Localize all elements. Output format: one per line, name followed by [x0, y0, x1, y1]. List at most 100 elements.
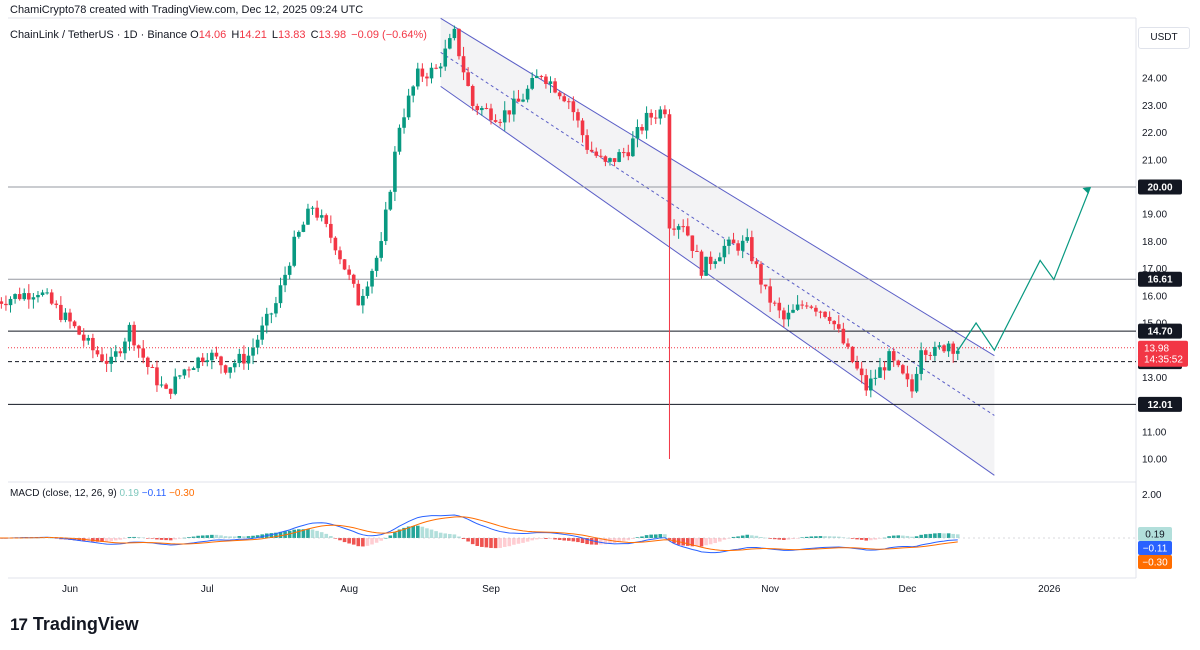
price-tick-label: 23.00: [1142, 101, 1167, 112]
candle-body: [187, 369, 191, 371]
macd-hist-bar: [566, 538, 571, 541]
macd-hist-bar: [599, 538, 603, 545]
candle-body: [640, 126, 644, 131]
candle-body: [690, 235, 695, 251]
change-value: −0.09 (−0.64%): [351, 29, 427, 41]
candle-body: [315, 207, 319, 218]
macd-hist-bar: [836, 536, 841, 538]
candle-body: [887, 351, 891, 371]
candle-body: [429, 67, 434, 79]
candle-body: [310, 207, 315, 209]
macd-hist-bar: [498, 538, 502, 548]
macd-hist-bar: [804, 536, 809, 538]
candle-body: [379, 241, 383, 258]
candle-body: [342, 259, 347, 270]
candle-body: [214, 352, 219, 357]
macd-title: MACD (close, 12, 26, 9): [10, 488, 117, 499]
price-tick-label: 21.00: [1142, 155, 1167, 166]
candle-body: [841, 328, 846, 344]
candle-body: [274, 303, 278, 314]
candle-body: [566, 101, 571, 103]
candle-body: [585, 135, 589, 150]
macd-legend: MACD (close, 12, 26, 9) 0.19 −0.11 −0.30: [10, 488, 194, 499]
candle-body: [269, 313, 274, 315]
time-tick-label: Oct: [621, 584, 637, 595]
time-tick-label: Aug: [340, 584, 358, 595]
macd-hist-bar: [640, 536, 644, 538]
macd-hist-bar: [342, 538, 347, 543]
time-tick-label: Jun: [62, 584, 78, 595]
candle-body: [452, 28, 457, 39]
macd-hist-bar: [365, 538, 370, 546]
candle-body: [951, 343, 955, 354]
macd-hist-bar: [621, 538, 626, 541]
candle-body: [754, 261, 759, 265]
macd-hist-bar: [786, 538, 791, 540]
macd-hist-bar: [104, 538, 109, 542]
candle-body: [159, 384, 164, 386]
macd-hist-bar: [658, 534, 663, 538]
macd-hist-bar: [928, 533, 933, 538]
macd-hist-bar: [576, 538, 580, 543]
macd-hist-bar: [681, 538, 685, 546]
candle-body: [191, 368, 196, 371]
macd-hist-bar: [123, 538, 127, 539]
channel-fill: [440, 18, 995, 483]
candle-body: [603, 156, 608, 162]
tradingview-logo-text: TradingView: [32, 614, 139, 634]
channel-lower-line: [440, 85, 995, 476]
currency-button[interactable]: USDT: [1138, 27, 1190, 49]
macd-hist-bar: [695, 538, 699, 547]
candle-body: [782, 310, 786, 320]
candle-body: [525, 88, 530, 100]
macd-hist-bar: [626, 538, 631, 541]
candle-body: [635, 126, 640, 139]
candle-body: [223, 365, 228, 373]
macd-hist-bar: [649, 534, 653, 538]
candle-body: [937, 345, 942, 347]
candle-body: [443, 48, 448, 67]
candle-body: [365, 286, 370, 296]
candle-body: [13, 294, 17, 299]
candle-body: [507, 110, 512, 115]
candle-body: [150, 366, 155, 368]
candle-body: [91, 337, 95, 351]
macd-hist-bar: [827, 536, 832, 538]
price-tick-label: 19.00: [1142, 210, 1167, 221]
macd-hist-bar: [374, 538, 379, 543]
macd-hist-bar: [319, 532, 324, 538]
candle-body: [667, 114, 672, 229]
macd-hist-bar: [850, 538, 855, 539]
low-value: 13.83: [278, 29, 306, 41]
tradingview-mark-icon: 17: [10, 614, 28, 634]
macd-hist-bar: [832, 536, 837, 538]
macd-hist-bar: [306, 529, 310, 538]
projection-arrowhead: [1082, 187, 1091, 194]
macd-hist-bar: [132, 536, 136, 538]
candle-body: [178, 375, 182, 377]
macd-hist-bar: [923, 534, 928, 538]
macd-hist-bar: [388, 535, 393, 538]
candle-body: [95, 350, 100, 355]
open-value: 14.06: [198, 29, 227, 41]
macd-signal-value: −0.30: [169, 488, 195, 499]
macd-hist-bar: [530, 538, 534, 541]
candle-body: [777, 302, 782, 311]
candle-body: [873, 377, 878, 379]
candle-body: [644, 112, 649, 131]
macd-hist-bar: [159, 538, 164, 540]
candle-body: [168, 388, 173, 394]
level-label-box: [1138, 396, 1182, 412]
macd-hist-bar: [420, 526, 425, 538]
macd-hist-bar: [704, 538, 708, 546]
open-label: O: [190, 29, 199, 41]
macd-hist-bar: [324, 533, 329, 538]
countdown-label: 14:35:52: [1144, 355, 1183, 366]
candle-body: [406, 95, 411, 118]
last-price-label: 13.98: [1144, 344, 1169, 355]
macd-hist-bar: [910, 536, 914, 538]
candle-body: [136, 345, 141, 349]
candle-body: [663, 109, 667, 115]
candle-body: [653, 117, 658, 119]
